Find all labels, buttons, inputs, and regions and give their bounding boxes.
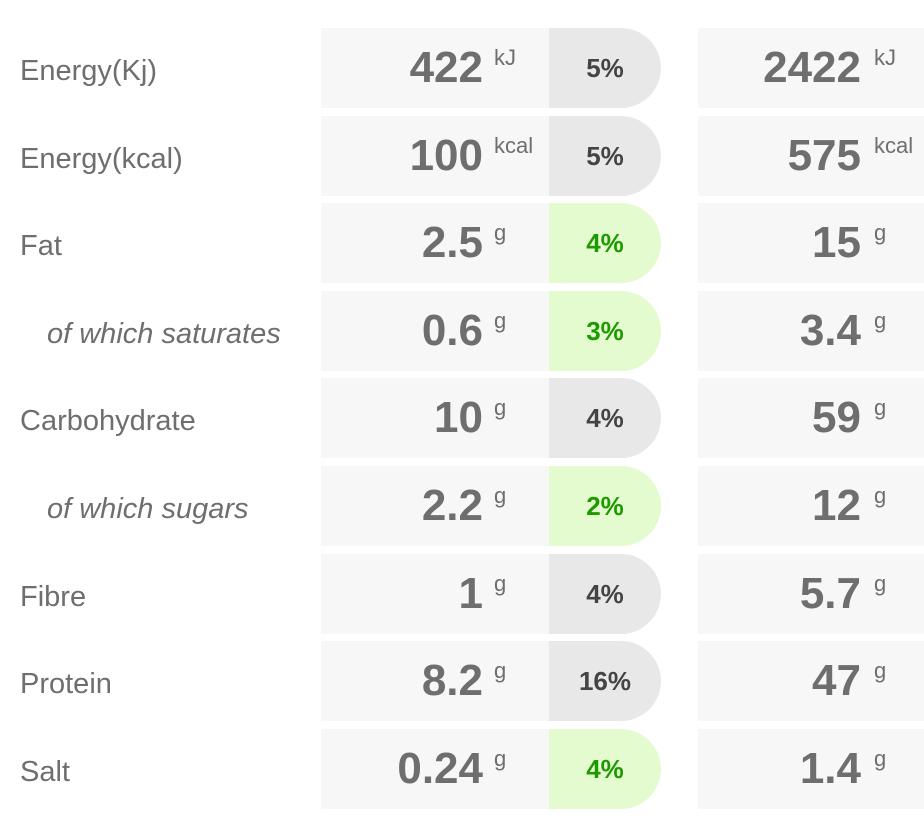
nutrient-row-saturates: of which saturates 0.6 g 3% 3.4 g <box>0 290 924 371</box>
reference-intake-badge: 4% <box>549 203 661 284</box>
per-100g-value: 0.24 <box>397 743 483 793</box>
per-pack-value: 2422 <box>763 43 861 92</box>
per-pack-unit: g <box>874 658 887 684</box>
nutrient-sublabel: of which saturates <box>47 317 281 350</box>
per-pack-cell: 1.4 g <box>698 728 924 809</box>
per-pack-unit: kJ <box>874 45 896 70</box>
per-100g-unit: g <box>494 395 507 421</box>
per-pack-unit: g <box>874 395 887 421</box>
per-pack-cell: 575 kcal <box>698 115 924 196</box>
per-100g-cell: 100 kcal <box>321 115 549 196</box>
nutrition-table: Energy(Kj) 422 kJ 5% 2422 kJ Energy(kcal… <box>0 28 924 816</box>
per-100g-value: 1 <box>458 568 483 618</box>
nutrient-label: Protein <box>20 668 112 701</box>
per-pack-cell: 59 g <box>698 378 924 459</box>
nutrient-label: Fibre <box>20 580 87 613</box>
per-100g-cell: 1 g <box>321 553 549 634</box>
per-100g-value: 2.5 <box>421 218 483 268</box>
per-100g-cell: 422 kJ <box>321 28 549 108</box>
reference-intake-badge: 3% <box>549 290 661 371</box>
reference-intake-badge: 5% <box>549 28 661 108</box>
per-pack-unit: g <box>874 307 887 333</box>
per-pack-unit: g <box>874 220 887 246</box>
nutrient-label: Salt <box>20 755 70 788</box>
per-100g-value: 422 <box>409 43 483 92</box>
nutrient-row-sugars: of which sugars 2.2 g 2% 12 g <box>0 465 924 546</box>
per-100g-unit: g <box>494 570 507 596</box>
per-pack-value: 47 <box>812 656 861 706</box>
per-100g-cell: 2.5 g <box>321 203 549 284</box>
per-pack-value: 59 <box>812 393 861 443</box>
per-100g-unit: g <box>494 307 507 333</box>
per-pack-unit: g <box>874 570 887 596</box>
per-100g-value: 100 <box>409 130 483 180</box>
per-pack-cell: 5.7 g <box>698 553 924 634</box>
nutrient-row-energy-kcal: Energy(kcal) 100 kcal 5% 575 kcal <box>0 115 924 196</box>
per-pack-value: 15 <box>812 218 861 268</box>
nutrient-row-fat: Fat 2.5 g 4% 15 g <box>0 203 924 284</box>
per-100g-value: 0.6 <box>421 305 483 355</box>
nutrient-row-salt: Salt 0.24 g 4% 1.4 g <box>0 728 924 809</box>
per-100g-unit: g <box>494 658 507 684</box>
per-100g-cell: 10 g <box>321 378 549 459</box>
per-100g-unit: kJ <box>494 45 516 70</box>
per-100g-cell: 0.24 g <box>321 728 549 809</box>
per-100g-unit: g <box>494 220 507 246</box>
reference-intake-badge: 5% <box>549 115 661 196</box>
per-pack-value: 1.4 <box>799 743 861 793</box>
per-pack-value: 575 <box>787 130 861 180</box>
nutrient-row-carbohydrate: Carbohydrate 10 g 4% 59 g <box>0 378 924 459</box>
reference-intake-badge: 4% <box>549 553 661 634</box>
per-100g-value: 8.2 <box>421 656 483 706</box>
reference-intake-badge: 4% <box>549 728 661 809</box>
nutrient-row-energy-kj: Energy(Kj) 422 kJ 5% 2422 kJ <box>0 28 924 108</box>
per-100g-value: 2.2 <box>421 480 483 530</box>
reference-intake-badge: 4% <box>549 378 661 459</box>
per-100g-unit: g <box>494 482 507 508</box>
per-100g-cell: 0.6 g <box>321 290 549 371</box>
reference-intake-badge: 2% <box>549 465 661 546</box>
per-100g-cell: 2.2 g <box>321 465 549 546</box>
per-100g-unit: g <box>494 745 507 771</box>
per-pack-cell: 2422 kJ <box>698 28 924 108</box>
nutrient-label: Carbohydrate <box>20 405 196 438</box>
per-pack-cell: 3.4 g <box>698 290 924 371</box>
per-pack-value: 3.4 <box>799 305 861 355</box>
per-pack-value: 12 <box>812 480 861 530</box>
nutrient-row-protein: Protein 8.2 g 16% 47 g <box>0 641 924 722</box>
nutrient-label: Energy(kcal) <box>20 142 183 175</box>
per-pack-cell: 47 g <box>698 641 924 722</box>
per-pack-unit: g <box>874 745 887 771</box>
per-100g-unit: kcal <box>494 132 534 158</box>
nutrient-label: Fat <box>20 230 62 263</box>
reference-intake-badge: 16% <box>549 641 661 722</box>
per-pack-unit: g <box>874 482 887 508</box>
nutrient-sublabel: of which sugars <box>47 492 249 525</box>
per-100g-value: 10 <box>434 393 483 443</box>
per-100g-cell: 8.2 g <box>321 641 549 722</box>
per-pack-cell: 15 g <box>698 203 924 284</box>
per-pack-value: 5.7 <box>799 568 861 618</box>
per-pack-unit: kcal <box>874 132 914 158</box>
nutrient-row-fibre: Fibre 1 g 4% 5.7 g <box>0 553 924 634</box>
nutrient-label: Energy(Kj) <box>20 55 157 87</box>
per-pack-cell: 12 g <box>698 465 924 546</box>
